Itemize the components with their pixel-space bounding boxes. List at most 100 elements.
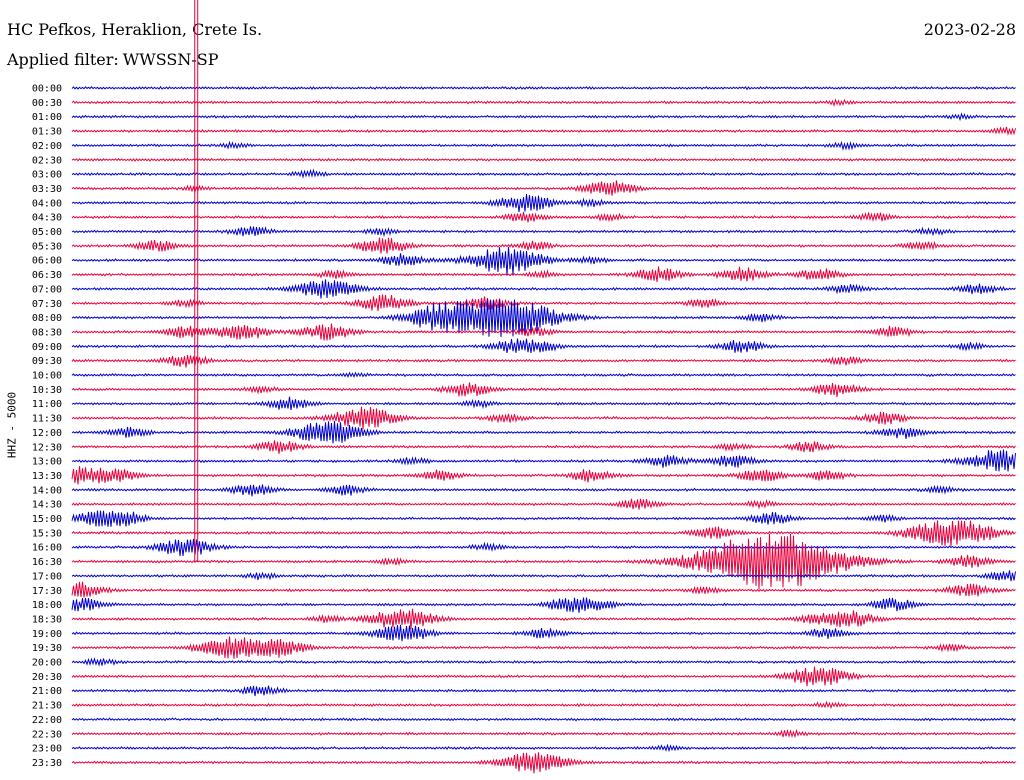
trace-row [71,396,1016,410]
trace-row [71,581,1016,598]
trace-row [71,140,1016,151]
time-tick-label: 20:30 [32,672,62,683]
trace-row [71,246,1016,276]
time-tick-label: 08:00 [32,313,62,324]
time-tick-label: 09:30 [32,356,62,367]
time-tick-label: 03:00 [32,170,62,181]
trace-row [71,85,1016,91]
time-tick-label: 21:30 [32,701,62,712]
time-tick-label: 13:00 [32,457,62,468]
time-tick-label: 12:30 [32,442,62,453]
time-tick-label: 05:00 [32,227,62,238]
time-tick-label: 19:30 [32,643,62,654]
trace-row [71,449,1016,472]
time-tick-label: 22:30 [32,729,62,740]
trace-row [71,266,1016,282]
trace-row [71,338,1016,353]
trace-row [71,193,1016,213]
time-tick-label: 14:00 [32,485,62,496]
trace-row [71,498,1016,510]
time-tick-label: 18:30 [32,614,62,625]
trace-row [71,126,1016,136]
record-date: 2023-02-28 [923,20,1016,39]
trace-row [71,657,1016,667]
time-tick-label: 19:00 [32,629,62,640]
trace-row [71,406,1016,430]
trace-row [71,237,1016,254]
trace-row [71,700,1016,710]
trace-row [71,226,1016,238]
trace-row [71,211,1016,223]
time-tick-label: 15:30 [32,528,62,539]
time-tick-label: 23:00 [32,744,62,755]
time-tick-label: 01:00 [32,112,62,123]
time-tick-label: 01:30 [32,127,62,138]
time-tick-label: 07:00 [32,284,62,295]
time-tick-label: 04:00 [32,198,62,209]
time-tick-label: 14:30 [32,500,62,511]
trace-row [71,157,1016,162]
time-tick-label: 10:00 [32,371,62,382]
time-tick-label: 16:00 [32,543,62,554]
trace-row [71,323,1016,341]
trace-row [71,294,1016,312]
trace-row [71,520,1016,547]
time-tick-label: 18:00 [32,600,62,611]
trace-row [71,371,1016,378]
trace-row [71,624,1016,642]
time-tick-label: 02:00 [32,141,62,152]
trace-row [71,440,1016,454]
trace-row [71,279,1016,299]
time-tick-label: 20:00 [32,658,62,669]
trace-row [71,382,1016,397]
time-tick-label: 17:30 [32,586,62,597]
trace-row [71,112,1016,122]
time-tick-label: 00:30 [32,98,62,109]
trace-row [71,466,1016,485]
trace-row [71,420,1016,444]
trace-row [71,98,1016,108]
time-tick-label: 10:30 [32,385,62,396]
trace-row [71,728,1016,739]
time-tick-label: 11:00 [32,399,62,410]
time-tick-label: 06:00 [32,256,62,267]
time-tick-label: 11:30 [32,414,62,425]
trace-row [71,608,1016,630]
time-tick-label: 00:00 [32,84,62,95]
time-tick-label: 03:30 [32,184,62,195]
trace-row [71,717,1016,722]
trace-row [71,168,1016,179]
time-tick-label: 23:30 [32,758,62,769]
trace-row [71,538,1016,557]
trace-row [71,597,1016,613]
time-tick-label: 06:30 [32,270,62,281]
time-tick-label: 13:30 [32,471,62,482]
time-tick-label: 16:30 [32,557,62,568]
time-tick-label: 17:00 [32,571,62,582]
trace-row [71,636,1016,659]
station-title: HC Pefkos, Heraklion, Crete Is. [7,20,263,39]
trace-row [71,484,1016,497]
time-tick-label: 15:00 [32,514,62,525]
time-tick-label: 12:00 [32,428,62,439]
trace-row [71,570,1016,582]
trace-row [71,743,1016,753]
trace-row [71,180,1016,196]
time-tick-label: 05:30 [32,241,62,252]
time-tick-label: 22:00 [32,715,62,726]
time-tick-label: 09:00 [32,342,62,353]
filter-label: Applied filter: [7,50,119,69]
trace-row [71,355,1016,368]
time-tick-label: 08:30 [32,327,62,338]
time-tick-label: 04:30 [32,213,62,224]
trace-row [71,685,1016,697]
time-tick-label: 21:00 [32,686,62,697]
trace-row [71,510,1016,527]
trace-row [71,533,1016,590]
time-tick-label: 07:30 [32,299,62,310]
trace-row [71,666,1016,687]
trace-row [71,299,1016,338]
trace-row [71,752,1016,774]
time-tick-label: 02:30 [32,155,62,166]
